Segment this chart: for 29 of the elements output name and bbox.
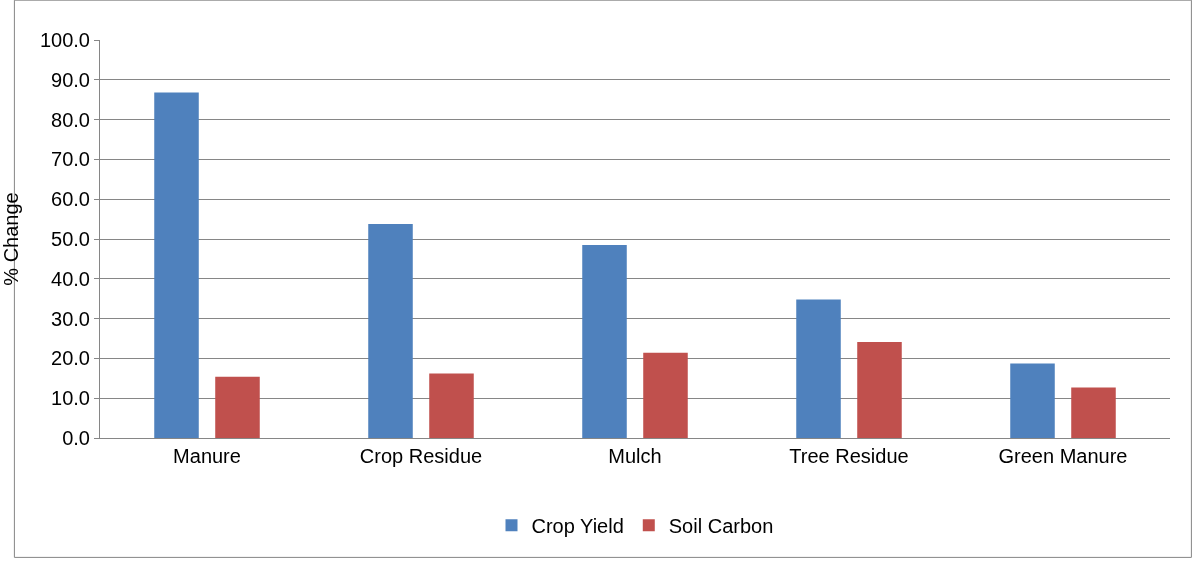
x-tick-label: Green Manure	[998, 445, 1128, 467]
y-tick-label: 80.0	[51, 108, 90, 131]
y-tick-label: 0.0	[62, 427, 90, 449]
bar	[1010, 363, 1055, 438]
x-tick-label: Manure	[173, 445, 241, 467]
bar	[1071, 387, 1116, 438]
bar	[215, 376, 260, 438]
y-tick-label: 70.0	[51, 148, 90, 171]
x-tick-label: Mulch	[608, 445, 662, 467]
y-tick-label: 100.0	[39, 29, 90, 51]
y-tick-label: 60.0	[51, 188, 90, 211]
x-tick-label: Tree Residue	[789, 445, 909, 467]
bar	[368, 223, 413, 438]
y-tick-label: 20.0	[51, 347, 90, 370]
y-tick-label: 40.0	[51, 267, 90, 290]
x-tick-label: Crop Residue	[359, 445, 483, 467]
y-axis-title: % Change	[0, 192, 23, 286]
y-tick-label: 10.0	[51, 387, 90, 410]
bar	[796, 299, 841, 438]
legend-label: Soil Carbon	[668, 514, 774, 537]
bar	[429, 373, 474, 438]
bar	[582, 244, 627, 438]
y-tick-label: 90.0	[51, 68, 90, 91]
bar	[643, 352, 688, 438]
y-tick-label: 50.0	[51, 228, 90, 250]
legend-label: Crop Yield	[531, 514, 624, 537]
bar	[154, 92, 199, 438]
y-tick-label: 30.0	[51, 307, 90, 330]
bar	[857, 342, 902, 438]
